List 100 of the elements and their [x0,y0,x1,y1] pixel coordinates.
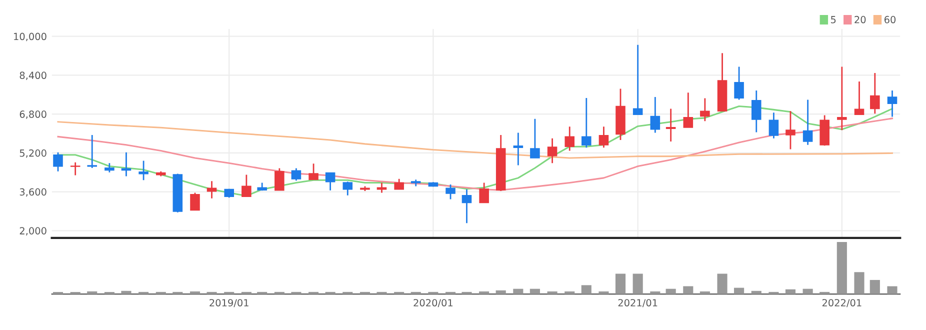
x-tick-label: 2021/01 [618,299,658,308]
bar [564,291,575,294]
candlestick [446,184,456,200]
x-tick-label: 2019/01 [210,299,248,308]
candlestick [802,99,813,146]
candlestick [394,178,404,190]
bar [52,292,64,294]
candlestick [666,108,676,142]
bar [632,274,643,294]
bar [70,292,80,294]
bar [650,291,660,294]
bar [394,292,404,294]
candlestick [376,182,387,194]
bar [257,292,268,294]
bar [410,292,421,294]
bar [666,288,676,294]
candlestick [479,182,489,204]
candlestick [751,90,762,133]
bar [291,292,302,294]
candlestick [87,134,98,169]
candlestick [104,162,114,174]
candlestick [242,174,252,198]
bar [428,292,438,294]
candlestick [206,180,217,200]
candlestick [734,66,744,100]
bar [462,292,472,294]
bar [547,291,558,294]
x-tick-label: 2022/01 [822,299,862,308]
bar [870,280,880,294]
candlestick [325,172,336,192]
y-tick-label: 10,000 [14,32,46,42]
bar [241,292,252,294]
bar [683,286,694,294]
bar [615,274,626,294]
bar [581,285,592,294]
bar [190,291,200,294]
bar [513,288,524,294]
y-tick-label: 8,400 [20,72,46,80]
candlestick [342,180,353,196]
bar [342,292,353,294]
candlestick [70,162,80,176]
bar [887,286,898,294]
bar [700,291,710,294]
bar [598,291,609,294]
candlestick [700,98,710,122]
bar [785,289,796,294]
candlestick [887,90,898,118]
legend-label: 60 [884,16,896,24]
bar [854,272,864,294]
candlestick [650,96,660,134]
candlestick [564,126,575,152]
bar [445,292,456,294]
candlestick [768,112,779,140]
y-tick-label: 3,600 [20,188,46,197]
bar [751,290,762,294]
legend-label: 20 [854,16,866,24]
bar [496,290,506,294]
bar [87,291,98,294]
bar [802,288,813,294]
candlestick [854,80,864,116]
bar [121,290,132,294]
bar [172,292,183,294]
bar [138,292,149,294]
candlestick [530,118,540,159]
bar [734,288,744,294]
bar [820,292,830,294]
bar [479,291,490,294]
bar [104,292,114,294]
candlestick [582,97,592,148]
x-tick-label: 2020/01 [414,299,452,308]
candlestick [138,160,148,181]
bar [376,292,387,294]
bar [206,292,217,294]
candlestick [274,168,284,192]
y-tick-label: 2,000 [20,227,46,236]
candlestick [837,66,847,131]
bar [156,292,166,294]
bar [768,292,779,294]
candlestick [683,92,694,128]
bar [274,292,284,294]
candlestick [786,110,796,150]
y-tick-label: 6,800 [20,110,46,119]
candlestick [870,72,880,114]
bar [360,292,370,294]
y-tick-label: 5,200 [20,149,46,158]
bar [717,274,728,294]
bar [836,242,847,294]
candlestick [190,192,200,211]
line-series [57,121,894,159]
candlestick [513,132,524,166]
bar [530,288,540,294]
bar [308,292,319,294]
candlestick [308,162,318,180]
candlestick [291,168,302,182]
candlestick [53,152,63,172]
legend-label: 5 [831,16,836,24]
candlestick [598,126,609,148]
bar [224,292,234,294]
candlestick [462,188,472,224]
bar [325,292,336,294]
